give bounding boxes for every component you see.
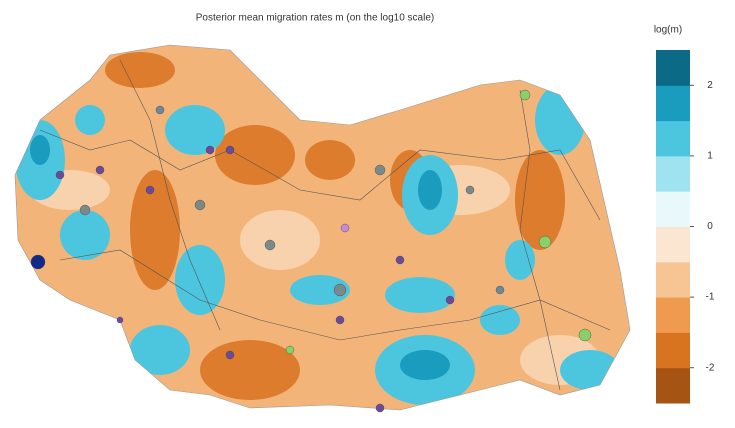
borders bbox=[39, 59, 611, 391]
colorbar-band bbox=[656, 332, 690, 369]
colorbar-band bbox=[656, 155, 690, 192]
colorbar-tick-label: 1 bbox=[707, 151, 713, 162]
colorbar-band bbox=[656, 226, 690, 263]
low-migration-areas bbox=[105, 52, 565, 400]
colorbar-band bbox=[656, 297, 690, 333]
highest-migration-areas bbox=[30, 135, 450, 380]
colorbar-band bbox=[656, 85, 690, 122]
colorbar-tick-label: -1 bbox=[706, 292, 715, 303]
colorbar-band bbox=[656, 261, 690, 298]
region-outline bbox=[14, 44, 631, 411]
sample-sites bbox=[30, 89, 592, 413]
colorbar-label: log(m) bbox=[654, 25, 682, 36]
migration-surface bbox=[15, 45, 630, 410]
colorbar-band bbox=[656, 50, 690, 86]
colorbar-tick-label: 0 bbox=[707, 221, 713, 232]
colorbar-tick-label: 2 bbox=[707, 80, 713, 91]
map-title: Posterior mean migration rates m (on the… bbox=[196, 13, 434, 24]
colorbar-tick-label: -2 bbox=[706, 362, 715, 373]
colorbar: 2 1 0 -1 -2 bbox=[656, 50, 715, 404]
colorbar-band bbox=[656, 191, 690, 227]
colorbar-band bbox=[656, 367, 690, 404]
colorbar-band bbox=[656, 120, 690, 157]
